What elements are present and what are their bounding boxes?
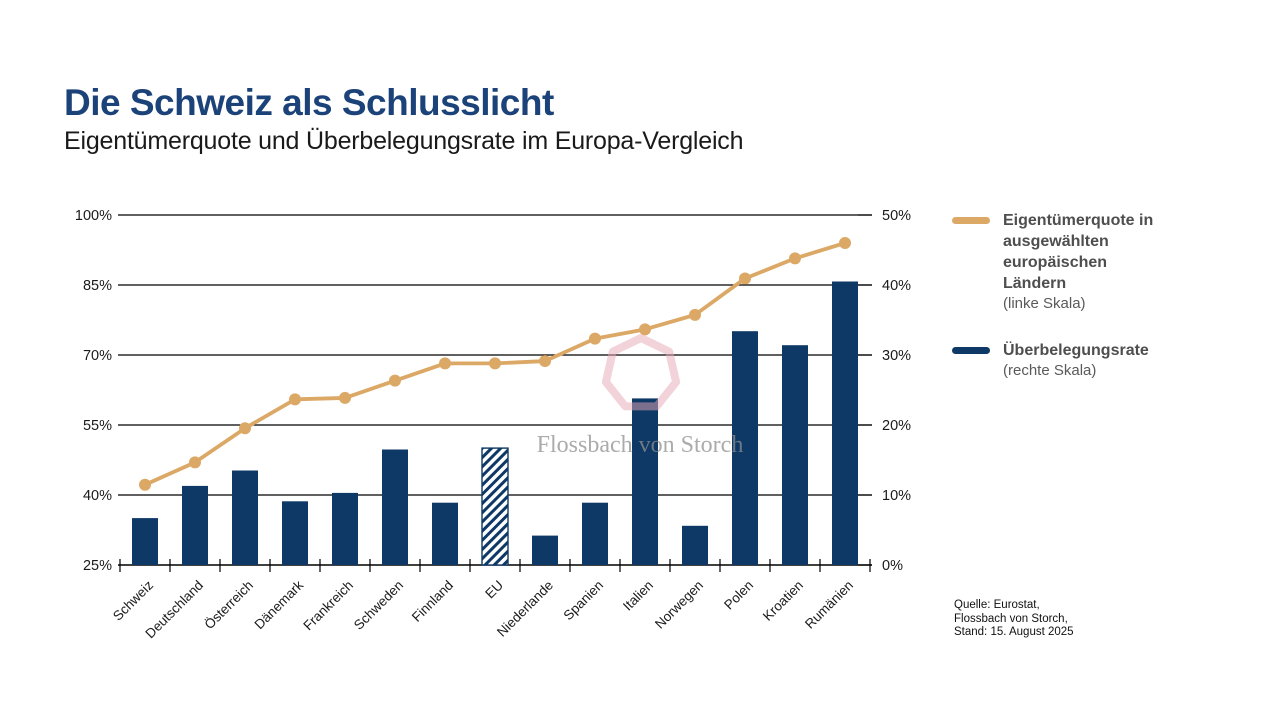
bar-Finnland: [432, 502, 458, 565]
line-point-Italien: [639, 323, 651, 336]
x-axis-label: Polen: [721, 578, 756, 613]
bar-Rumänien: [832, 281, 858, 565]
left-axis-label: 40%: [83, 488, 112, 504]
left-axis-label: 70%: [83, 348, 112, 364]
line-point-Finnland: [439, 357, 451, 370]
bar-Österreich: [232, 470, 258, 565]
right-axis-label: 0%: [882, 558, 903, 574]
x-axis-label: Norwegen: [652, 578, 706, 632]
bar-Kroatien: [782, 345, 808, 565]
right-axis-label: 30%: [882, 348, 911, 364]
x-axis-label: EU: [482, 578, 506, 602]
x-axis-label: Finnland: [409, 578, 456, 625]
legend-label-ownership: Eigentümerquote in ausgewählten europäis…: [1003, 212, 1154, 292]
left-axis-label: 55%: [83, 418, 112, 434]
left-axis-label: 25%: [83, 558, 112, 574]
line-point-Niederlande: [539, 355, 551, 368]
x-axis-label: Frankreich: [300, 578, 356, 634]
line-point-Deutschland: [189, 456, 201, 469]
x-axis-label: Schweiz: [110, 577, 156, 623]
bar-Italien: [632, 398, 658, 565]
x-axis-label: Schweden: [351, 578, 406, 633]
right-axis-label: 50%: [882, 208, 911, 224]
x-axis-label: Rumänien: [802, 578, 856, 632]
line-point-Polen: [739, 272, 751, 285]
watermark-text: Flossbach von Storch: [537, 432, 744, 458]
bar-Frankreich: [332, 492, 358, 565]
legend-text: Eigentümerquote in ausgewählten europäis…: [1003, 210, 1164, 314]
x-axis-label: Spanien: [560, 578, 606, 624]
combo-chart: 100% 50% 85% 40% 70% 30% 55% 20% 40% 10% 25% 0% Schw…: [75, 208, 911, 641]
chart-legend: Eigentümerquote in ausgewählten europäis…: [952, 210, 1164, 381]
right-axis-label: 40%: [882, 278, 911, 294]
line-point-Rumänien: [839, 237, 851, 249]
line-point-Dänemark: [289, 393, 301, 406]
bar-Niederlande: [532, 535, 558, 565]
x-axis-label: Dänemark: [251, 577, 306, 632]
x-axis-label: Kroatien: [760, 578, 806, 624]
source-line: Stand: 15. August 2025: [954, 626, 1074, 638]
bar-EU: [481, 447, 509, 566]
x-axis-label: Österreich: [201, 578, 256, 633]
left-axis-label: 85%: [83, 278, 112, 294]
line-series-swatch: [952, 217, 990, 224]
bar-Deutschland: [182, 485, 208, 565]
bar-Norwegen: [682, 525, 708, 565]
line-point-Spanien: [589, 332, 601, 345]
source-line: Quelle: Eurostat,: [954, 599, 1040, 611]
legend-sublabel-ownership: (linke Skala): [1003, 295, 1086, 312]
left-axis-label: 100%: [75, 208, 112, 224]
bar-series-swatch: [952, 347, 990, 354]
line-point-Schweiz: [139, 478, 151, 491]
line-point-Österreich: [239, 422, 251, 435]
legend-label-overcrowding: Überbelegungsrate: [1003, 342, 1149, 359]
source-note: Quelle: Eurostat, Flossbach von Storch, …: [954, 599, 1074, 640]
right-axis-label: 20%: [882, 418, 911, 434]
line-point-Schweden: [389, 374, 401, 387]
x-axis-label: Italien: [620, 578, 656, 614]
bar-Spanien: [582, 502, 608, 565]
watermark-heptagon-logo: [601, 334, 681, 411]
line-point-Frankreich: [339, 391, 351, 404]
legend-text: Überbelegungsrate (rechte Skala): [1003, 340, 1149, 381]
right-axis-label: 10%: [882, 488, 911, 504]
page-subtitle: Eigentümerquote und Überbelegungsrate im…: [64, 127, 744, 155]
legend-item-ownership: Eigentümerquote in ausgewählten europäis…: [952, 210, 1164, 314]
legend-item-overcrowding: Überbelegungsrate (rechte Skala): [952, 340, 1164, 381]
bar-Dänemark: [282, 501, 308, 565]
bar-Schweiz: [132, 518, 158, 565]
line-point-Kroatien: [789, 252, 801, 265]
source-line: Flossbach von Storch,: [954, 612, 1068, 625]
line-point-Norwegen: [689, 308, 701, 321]
bar-Schweden: [382, 449, 408, 565]
legend-sublabel-overcrowding: (rechte Skala): [1003, 362, 1097, 379]
bar-Polen: [732, 331, 758, 565]
page-title: Die Schweiz als Schlusslicht: [64, 82, 554, 123]
line-point-EU: [489, 357, 501, 370]
